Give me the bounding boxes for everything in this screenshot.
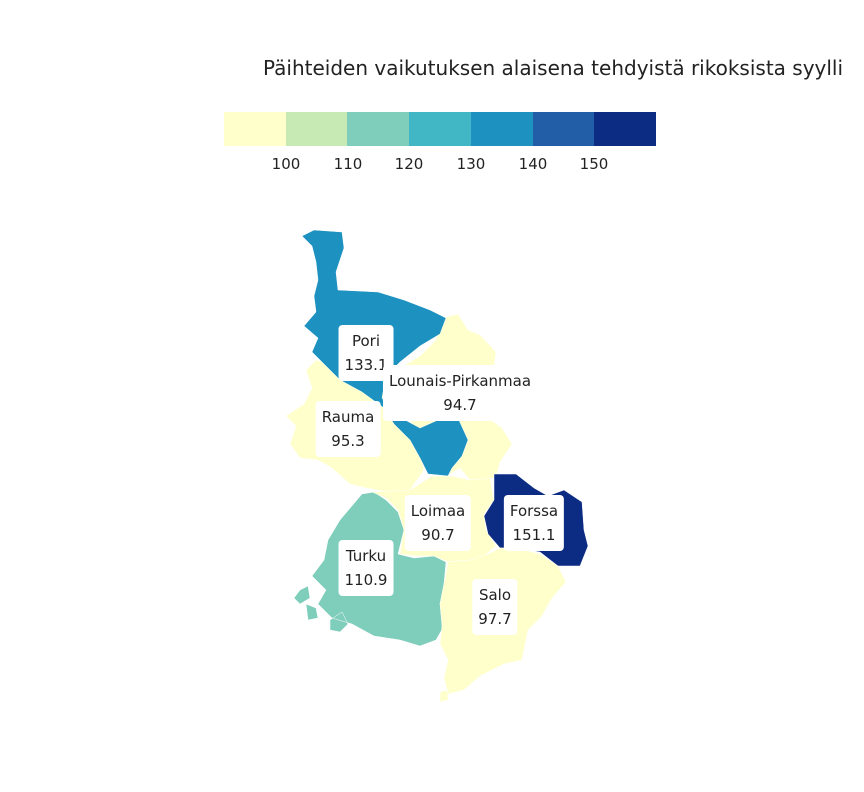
label-forssa: Forssa 151.1 xyxy=(503,495,565,551)
legend-swatch-1 xyxy=(224,112,286,146)
legend-swatch-4 xyxy=(409,112,471,146)
label-salo: Salo 97.7 xyxy=(472,579,518,635)
map-title: Päihteiden vaikutuksen alaisena tehdyist… xyxy=(263,56,844,80)
region-name: Salo xyxy=(478,586,512,604)
legend-tick: 140 xyxy=(518,155,548,173)
legend-tick: 150 xyxy=(579,155,609,173)
legend-swatch-7 xyxy=(594,112,657,146)
region-value: 90.7 xyxy=(421,526,455,544)
color-legend xyxy=(224,112,657,146)
region-name: Lounais-Pirkanmaa xyxy=(388,372,532,390)
region-value: 133.1 xyxy=(344,356,388,374)
label-turku: Turku 110.9 xyxy=(338,540,394,596)
region-value: 94.7 xyxy=(443,396,477,414)
legend-swatch-2 xyxy=(285,112,348,146)
region-name: Forssa xyxy=(509,502,559,520)
label-lounais-pirkanmaa: Lounais-Pirkanmaa 94.7 xyxy=(382,365,538,421)
region-value: 97.7 xyxy=(478,610,512,628)
legend-tick: 130 xyxy=(456,155,486,173)
legend-tick: 120 xyxy=(394,155,424,173)
label-rauma: Rauma 95.3 xyxy=(315,401,381,457)
label-loimaa: Loimaa 90.7 xyxy=(404,495,472,551)
region-name: Turku xyxy=(345,547,387,565)
legend-swatch-5 xyxy=(470,112,533,146)
legend-ticks: 100 110 120 130 140 150 xyxy=(224,155,656,175)
region-name: Rauma xyxy=(321,408,375,426)
legend-tick: 110 xyxy=(333,155,363,173)
region-name: Pori xyxy=(351,332,381,350)
region-value: 95.3 xyxy=(331,432,365,450)
region-value: 110.9 xyxy=(344,571,388,589)
legend-swatch-3 xyxy=(347,112,410,146)
region-value: 151.1 xyxy=(512,526,556,544)
legend-tick: 100 xyxy=(271,155,301,173)
legend-swatch-6 xyxy=(532,112,595,146)
region-name: Loimaa xyxy=(410,502,466,520)
